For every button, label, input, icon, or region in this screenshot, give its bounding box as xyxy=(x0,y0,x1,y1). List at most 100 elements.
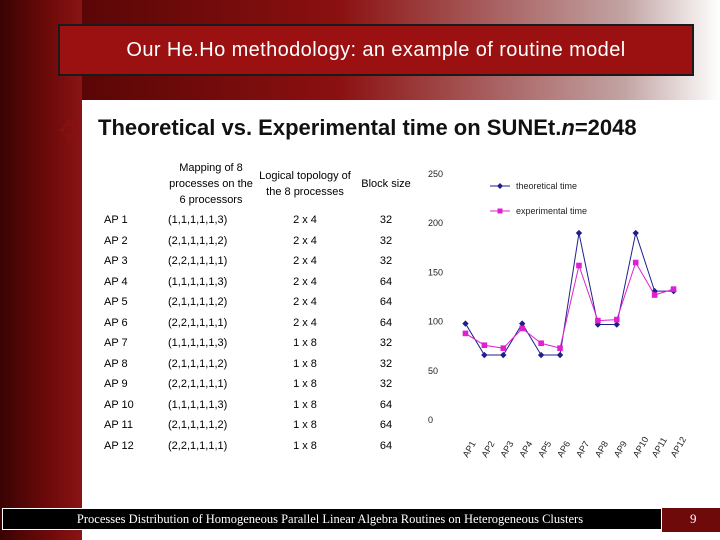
table-row: AP 4 (1,1,1,1,1,3) 2 x 4 64 xyxy=(104,272,416,293)
mapping-cell: (2,2,1,1,1,1) xyxy=(168,439,228,452)
series-line-experimental xyxy=(465,261,674,349)
mapping-cell: (2,1,1,1,1,2) xyxy=(168,357,228,370)
y-tick-label: 150 xyxy=(428,267,443,277)
footer-corner xyxy=(662,508,720,532)
table-row: AP 12 (2,2,1,1,1,1) 1 x 8 64 xyxy=(104,436,416,457)
data-point-experimental xyxy=(613,316,620,323)
block-size-cell: 64 xyxy=(379,316,393,329)
series-line-theoretical xyxy=(465,231,674,356)
table-row: AP 7 (1,1,1,1,1,3) 1 x 8 32 xyxy=(104,333,416,354)
x-tick-label: AP11 xyxy=(650,436,669,459)
data-point-experimental xyxy=(500,345,507,351)
table-row: AP 8 (2,1,1,1,1,2) 1 x 8 32 xyxy=(104,354,416,375)
data-point-experimental xyxy=(538,340,544,347)
row-label: AP 12 xyxy=(104,439,134,452)
topology-cell: 1 x 8 xyxy=(293,439,317,452)
data-point-experimental xyxy=(632,259,639,266)
footer-background xyxy=(2,508,662,530)
x-tick-label: AP10 xyxy=(631,435,651,459)
footer-text: Processes Distribution of Homogeneous Pa… xyxy=(76,512,584,526)
table-row: AP 9 (2,2,1,1,1,1) 1 x 8 32 xyxy=(104,374,416,395)
bullet-icon xyxy=(59,120,79,140)
block-size-cell: 64 xyxy=(379,275,393,288)
block-size-cell: 64 xyxy=(379,398,393,411)
topology-cell: 2 x 4 xyxy=(293,214,317,227)
mapping-cell: (2,2,1,1,1,1) xyxy=(168,316,228,329)
data-point-experimental xyxy=(462,330,469,337)
topology-cell: 2 x 4 xyxy=(293,316,317,329)
legend-label: experimental time xyxy=(516,206,587,216)
mapping-cell: (1,1,1,1,1,3) xyxy=(168,398,228,411)
slide-title: Our He.Ho methodology: an example of rou… xyxy=(126,38,626,61)
block-size-cell: 32 xyxy=(379,378,393,391)
slide-subtitle: Theoretical vs. Experimental time on SUN… xyxy=(98,115,637,140)
data-point-theoretical xyxy=(481,351,488,359)
header-cell xyxy=(104,158,162,210)
topology-cell: 1 x 8 xyxy=(293,337,317,350)
row-label: AP 6 xyxy=(104,316,128,329)
topology-cell: 1 x 8 xyxy=(293,378,317,391)
row-label: AP 8 xyxy=(104,357,128,370)
y-tick-label: 250 xyxy=(428,169,443,179)
block-size-cell: 64 xyxy=(379,419,393,432)
data-point-theoretical xyxy=(462,320,469,327)
mapping-cell: (2,1,1,1,1,2) xyxy=(168,234,228,247)
topology-cell: 1 x 8 xyxy=(293,357,317,370)
table-row: AP 2 (2,1,1,1,1,2) 2 x 4 32 xyxy=(104,231,416,252)
row-label: AP 11 xyxy=(104,419,133,432)
block-size-cell: 64 xyxy=(379,296,393,309)
y-tick-label: 200 xyxy=(428,218,443,228)
topology-cell: 2 x 4 xyxy=(293,255,317,268)
data-point-theoretical xyxy=(632,229,639,237)
table-row: AP 11 (2,1,1,1,1,2) 1 x 8 64 xyxy=(104,415,416,436)
table-row: AP 6 (2,2,1,1,1,1) 2 x 4 64 xyxy=(104,313,416,334)
x-tick-label: AP3 xyxy=(498,439,515,459)
block-size-cell: 64 xyxy=(379,439,393,452)
data-point-theoretical xyxy=(651,287,658,295)
x-tick-label: AP9 xyxy=(612,439,629,459)
row-label: AP 9 xyxy=(104,378,128,391)
data-point-theoretical xyxy=(500,351,507,359)
topology-cell: 1 x 8 xyxy=(293,398,317,411)
table-row: AP 1 (1,1,1,1,1,3) 2 x 4 32 xyxy=(104,210,416,231)
page-number: 9 xyxy=(690,511,697,526)
block-size-cell: 32 xyxy=(379,337,393,350)
footer-bar: Processes Distribution of Homogeneous Pa… xyxy=(0,508,720,532)
legend-marker xyxy=(497,183,503,189)
row-label: AP 1 xyxy=(104,214,128,227)
data-point-experimental xyxy=(557,345,563,351)
x-tick-label: AP2 xyxy=(479,439,496,459)
header-mapping: Mapping of 8 processes on the 6 processo… xyxy=(169,162,253,206)
header-block-size: Block size xyxy=(361,178,411,190)
mapping-cell: (1,1,1,1,1,3) xyxy=(168,275,228,288)
left-sidebar-band xyxy=(0,0,82,540)
data-point-experimental xyxy=(519,325,526,332)
header-topology: Logical topology of the 8 processes xyxy=(259,170,351,198)
row-label: AP 7 xyxy=(104,337,128,350)
row-label: AP 4 xyxy=(104,275,128,288)
x-tick-label: AP12 xyxy=(669,435,689,459)
mapping-cell: (2,2,1,1,1,1) xyxy=(168,255,228,268)
table-row: AP 3 (2,2,1,1,1,1) 2 x 4 32 xyxy=(104,251,416,272)
row-label: AP 2 xyxy=(104,234,128,247)
configuration-table: Mapping of 8 processes on the 6 processo… xyxy=(104,158,416,456)
data-point-experimental xyxy=(651,292,658,298)
data-point-theoretical xyxy=(556,351,564,359)
mapping-cell: (1,1,1,1,1,3) xyxy=(168,214,228,227)
legend-marker xyxy=(497,208,503,214)
y-tick-label: 50 xyxy=(428,366,438,376)
topology-cell: 2 x 4 xyxy=(293,296,317,309)
block-size-cell: 32 xyxy=(379,357,393,370)
mapping-cell: (2,1,1,1,1,2) xyxy=(168,419,228,432)
topology-cell: 2 x 4 xyxy=(293,275,317,288)
data-point-experimental xyxy=(670,286,677,292)
table-row: AP 10 (1,1,1,1,1,3) 1 x 8 64 xyxy=(104,395,416,416)
data-point-experimental xyxy=(576,262,582,269)
row-label: AP 10 xyxy=(104,398,134,411)
y-tick-label: 100 xyxy=(428,317,443,327)
data-point-experimental xyxy=(481,342,488,349)
data-point-theoretical xyxy=(537,351,545,359)
title-box: Our He.Ho methodology: an example of rou… xyxy=(58,24,694,76)
table-row: AP 5 (2,1,1,1,1,2) 2 x 4 64 xyxy=(104,292,416,313)
